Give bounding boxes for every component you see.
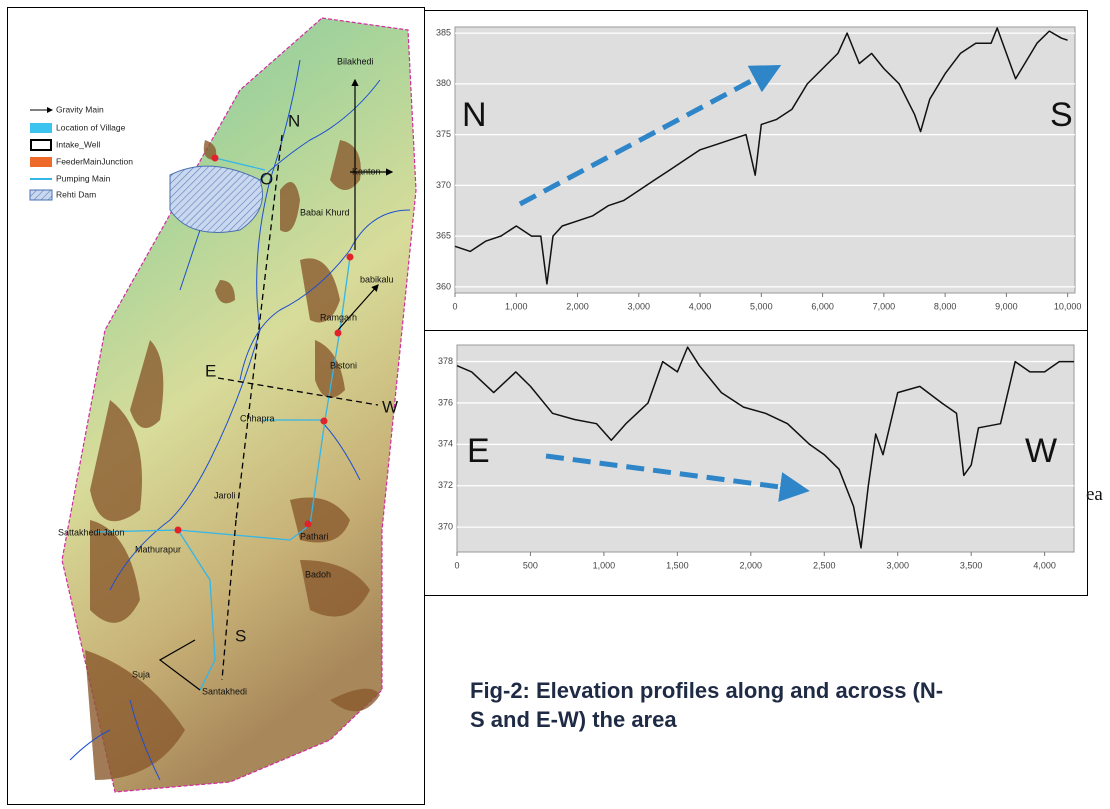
village-label: Badoh <box>305 569 331 579</box>
x-tick-label: 7,000 <box>873 301 896 311</box>
village-label: Pathari <box>300 531 329 541</box>
y-tick-label: 365 <box>436 231 451 241</box>
plot-area <box>455 27 1075 293</box>
y-tick-label: 370 <box>438 522 453 532</box>
legend-label: Location of Village <box>56 122 126 132</box>
x-tick-label: 0 <box>454 560 459 570</box>
y-tick-label: 375 <box>436 129 451 139</box>
x-tick-label: 9,000 <box>995 301 1018 311</box>
village-label: Sattakhedi Jalon <box>58 527 125 537</box>
legend-label: FeederMainJunction <box>56 156 133 166</box>
y-tick-label: 376 <box>438 397 453 407</box>
direction-label: E <box>205 361 216 380</box>
village-label: Jaroli <box>214 490 236 500</box>
x-tick-label: 10,000 <box>1054 301 1082 311</box>
village-label: Mathurapur <box>135 544 181 554</box>
village-label: Suja <box>132 669 150 679</box>
village-label: Santakhedi <box>202 686 247 696</box>
y-tick-label: 370 <box>436 180 451 190</box>
village-label: Bistoni <box>330 360 357 370</box>
y-tick-label: 372 <box>438 480 453 490</box>
direction-label: O <box>260 169 273 188</box>
village-label: babikalu <box>360 274 394 284</box>
x-tick-label: 1,500 <box>666 560 689 570</box>
legend-label: Intake_Well <box>56 139 100 149</box>
y-tick-label: 380 <box>436 78 451 88</box>
village-label: Ramgarh <box>320 312 357 322</box>
direction-label: N <box>288 111 300 130</box>
village-label: Chhapra <box>240 413 275 423</box>
x-tick-label: 4,000 <box>689 301 712 311</box>
x-tick-label: 3,500 <box>960 560 983 570</box>
y-tick-label: 385 <box>436 27 451 37</box>
x-tick-label: 8,000 <box>934 301 957 311</box>
village-label: Kanton <box>352 166 381 176</box>
legend-label: Gravity Main <box>56 104 104 114</box>
x-tick-label: 3,000 <box>628 301 651 311</box>
x-tick-label: 0 <box>452 301 457 311</box>
x-tick-label: 1,000 <box>593 560 616 570</box>
direction-label: W <box>382 397 398 416</box>
village-label: Babai Khurd <box>300 207 350 217</box>
x-tick-label: 3,000 <box>886 560 909 570</box>
annotation: N <box>462 96 487 134</box>
x-tick-label: 6,000 <box>811 301 834 311</box>
dam <box>170 166 263 232</box>
x-tick-label: 2,000 <box>740 560 763 570</box>
annotation: W <box>1025 432 1057 470</box>
y-tick-label: 378 <box>438 356 453 366</box>
x-tick-label: 2,500 <box>813 560 836 570</box>
annotation: S <box>1050 96 1073 134</box>
caption: Fig-2: Elevation profiles along and acro… <box>470 676 950 734</box>
page: { "map": { "legend": ["Gravity Main", "L… <box>0 0 1110 809</box>
x-tick-label: 4,000 <box>1033 560 1056 570</box>
x-tick-label: 1,000 <box>505 301 528 311</box>
x-tick-label: 5,000 <box>750 301 773 311</box>
direction-label: S <box>235 626 246 645</box>
y-tick-label: 374 <box>438 439 453 449</box>
legend-label: Rehti Dam <box>56 189 96 199</box>
plot-area <box>457 345 1074 552</box>
x-tick-label: 500 <box>523 560 538 570</box>
village-label: Bilakhedi <box>337 56 374 66</box>
legend-label: Pumping Main <box>56 173 111 183</box>
text-fragment: ea <box>1086 484 1103 506</box>
y-tick-label: 360 <box>436 281 451 291</box>
x-tick-label: 2,000 <box>566 301 589 311</box>
annotation: E <box>467 432 490 470</box>
